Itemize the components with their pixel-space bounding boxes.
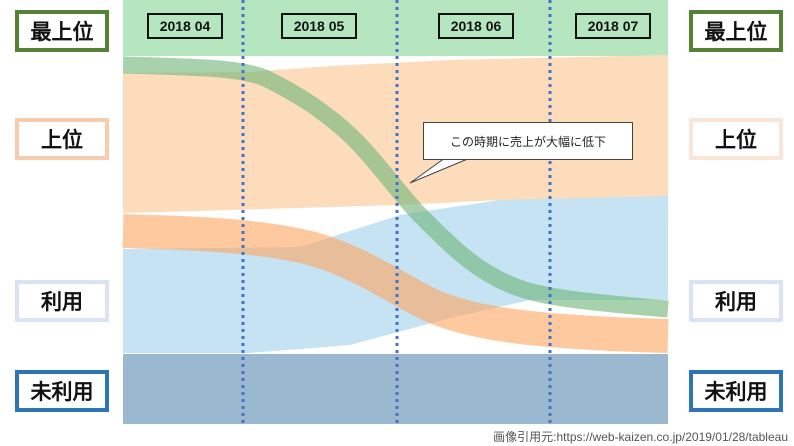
period-label: 2018 05 <box>281 13 357 39</box>
period-label: 2018 04 <box>147 13 223 39</box>
left-label-upper: 上位 <box>15 118 109 160</box>
period-label: 2018 07 <box>575 13 651 39</box>
left-label-use: 利用 <box>15 280 109 322</box>
right-label-use: 利用 <box>689 280 783 322</box>
left-label-unused: 未利用 <box>15 370 109 412</box>
flow-upper-to-unused-edge <box>122 214 669 353</box>
period-label: 2018 06 <box>438 13 514 39</box>
flow-top-to-use <box>122 56 669 318</box>
left-label-top: 最上位 <box>15 10 109 52</box>
right-label-top: 最上位 <box>689 10 783 52</box>
callout-note: この時期に売上が大幅に低下 <box>423 122 633 160</box>
period-guides <box>241 0 552 424</box>
image-source: 画像引用元:https://web-kaizen.co.jp/2019/01/2… <box>493 430 788 444</box>
right-label-upper: 上位 <box>689 118 783 160</box>
right-label-unused: 未利用 <box>689 370 783 412</box>
